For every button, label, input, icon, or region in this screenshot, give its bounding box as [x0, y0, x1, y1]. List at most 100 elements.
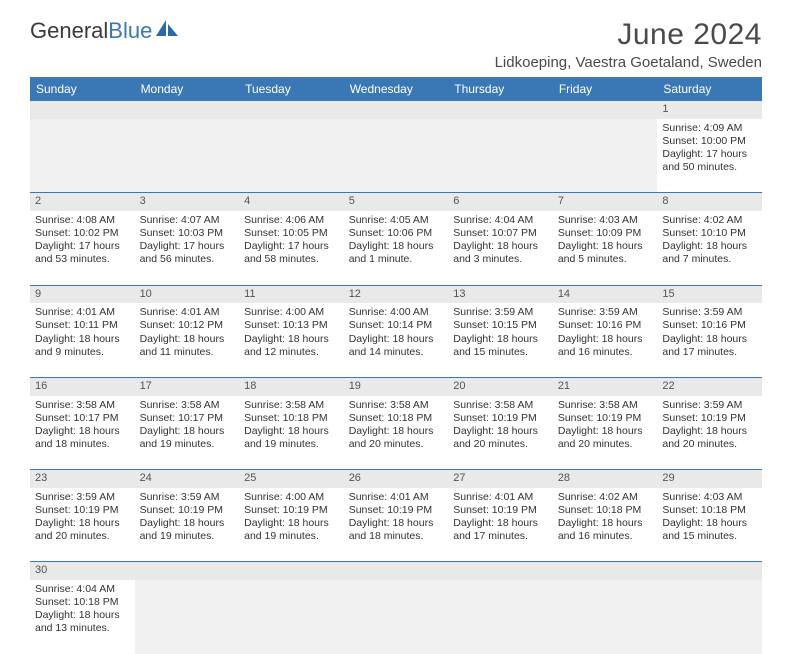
- location-text: Lidkoeping, Vaestra Goetaland, Sweden: [495, 54, 762, 71]
- day-cell: Sunrise: 4:00 AMSunset: 10:14 PMDaylight…: [344, 303, 449, 377]
- day-cell: Sunrise: 4:09 AMSunset: 10:00 PMDaylight…: [657, 119, 762, 193]
- daylight1-text: Daylight: 18 hours: [35, 425, 130, 438]
- sunrise-text: Sunrise: 4:00 AM: [244, 306, 339, 319]
- day-cell: Sunrise: 3:58 AMSunset: 10:18 PMDaylight…: [344, 396, 449, 470]
- week-row: Sunrise: 4:01 AMSunset: 10:11 PMDaylight…: [30, 303, 762, 377]
- day-number-cell: 23: [30, 470, 135, 488]
- sunrise-text: Sunrise: 3:58 AM: [558, 399, 653, 412]
- sunset-text: Sunset: 10:18 PM: [349, 412, 444, 425]
- daylight2-text: and 15 minutes.: [662, 530, 757, 543]
- day-number-cell: 28: [553, 470, 658, 488]
- day-number-cell: 12: [344, 285, 449, 303]
- daylight2-text: and 20 minutes.: [349, 438, 444, 451]
- day-cell: Sunrise: 3:58 AMSunset: 10:17 PMDaylight…: [135, 396, 240, 470]
- sunrise-text: Sunrise: 4:01 AM: [349, 491, 444, 504]
- week-row: Sunrise: 4:08 AMSunset: 10:02 PMDaylight…: [30, 211, 762, 285]
- sunset-text: Sunset: 10:19 PM: [140, 504, 235, 517]
- title-block: June 2024 Lidkoeping, Vaestra Goetaland,…: [495, 18, 762, 71]
- day-cell: Sunrise: 4:03 AMSunset: 10:18 PMDaylight…: [657, 488, 762, 562]
- sunset-text: Sunset: 10:11 PM: [35, 319, 130, 332]
- day-cell: Sunrise: 4:01 AMSunset: 10:19 PMDaylight…: [448, 488, 553, 562]
- day-cell: Sunrise: 4:03 AMSunset: 10:09 PMDaylight…: [553, 211, 658, 285]
- sunset-text: Sunset: 10:18 PM: [558, 504, 653, 517]
- day-cell: Sunrise: 3:59 AMSunset: 10:19 PMDaylight…: [135, 488, 240, 562]
- week-row: Sunrise: 4:04 AMSunset: 10:18 PMDaylight…: [30, 580, 762, 654]
- daylight2-text: and 17 minutes.: [662, 346, 757, 359]
- day-cell: Sunrise: 4:08 AMSunset: 10:02 PMDaylight…: [30, 211, 135, 285]
- sunset-text: Sunset: 10:18 PM: [35, 596, 130, 609]
- day-number-cell: [239, 562, 344, 580]
- daylight1-text: Daylight: 18 hours: [662, 333, 757, 346]
- daylight2-text: and 7 minutes.: [662, 253, 757, 266]
- sunrise-text: Sunrise: 3:59 AM: [35, 491, 130, 504]
- weekday-header: Friday: [553, 77, 658, 101]
- day-number-cell: 1: [657, 101, 762, 119]
- sunrise-text: Sunrise: 4:04 AM: [35, 583, 130, 596]
- day-number-cell: 8: [657, 193, 762, 211]
- day-cell: [553, 119, 658, 193]
- calendar-table: SundayMondayTuesdayWednesdayThursdayFrid…: [30, 77, 762, 654]
- sunrise-text: Sunrise: 4:04 AM: [453, 214, 548, 227]
- day-number-row: 16171819202122: [30, 377, 762, 395]
- sunset-text: Sunset: 10:18 PM: [662, 504, 757, 517]
- daylight2-text: and 14 minutes.: [349, 346, 444, 359]
- day-cell: Sunrise: 4:04 AMSunset: 10:07 PMDaylight…: [448, 211, 553, 285]
- day-cell: Sunrise: 3:58 AMSunset: 10:18 PMDaylight…: [239, 396, 344, 470]
- daylight2-text: and 3 minutes.: [453, 253, 548, 266]
- daylight1-text: Daylight: 18 hours: [244, 333, 339, 346]
- sunset-text: Sunset: 10:10 PM: [662, 227, 757, 240]
- daylight2-text: and 18 minutes.: [35, 438, 130, 451]
- weekday-header: Monday: [135, 77, 240, 101]
- sunrise-text: Sunrise: 3:58 AM: [140, 399, 235, 412]
- sunrise-text: Sunrise: 3:58 AM: [244, 399, 339, 412]
- daylight1-text: Daylight: 18 hours: [558, 517, 653, 530]
- sunrise-text: Sunrise: 4:00 AM: [349, 306, 444, 319]
- sunrise-text: Sunrise: 4:03 AM: [558, 214, 653, 227]
- weekday-header: Sunday: [30, 77, 135, 101]
- sunrise-text: Sunrise: 3:58 AM: [453, 399, 548, 412]
- day-number-cell: 16: [30, 377, 135, 395]
- day-cell: Sunrise: 4:02 AMSunset: 10:10 PMDaylight…: [657, 211, 762, 285]
- daylight1-text: Daylight: 18 hours: [349, 425, 444, 438]
- day-cell: [657, 580, 762, 654]
- day-cell: [448, 580, 553, 654]
- daylight2-text: and 12 minutes.: [244, 346, 339, 359]
- sunrise-text: Sunrise: 3:59 AM: [558, 306, 653, 319]
- sunset-text: Sunset: 10:07 PM: [453, 227, 548, 240]
- sunrise-text: Sunrise: 4:02 AM: [662, 214, 757, 227]
- sunrise-text: Sunrise: 3:59 AM: [140, 491, 235, 504]
- day-cell: Sunrise: 4:06 AMSunset: 10:05 PMDaylight…: [239, 211, 344, 285]
- sunset-text: Sunset: 10:19 PM: [349, 504, 444, 517]
- day-cell: Sunrise: 4:01 AMSunset: 10:11 PMDaylight…: [30, 303, 135, 377]
- daylight1-text: Daylight: 18 hours: [35, 517, 130, 530]
- day-cell: Sunrise: 3:59 AMSunset: 10:16 PMDaylight…: [553, 303, 658, 377]
- day-cell: Sunrise: 3:58 AMSunset: 10:17 PMDaylight…: [30, 396, 135, 470]
- sunset-text: Sunset: 10:19 PM: [662, 412, 757, 425]
- daylight1-text: Daylight: 17 hours: [140, 240, 235, 253]
- sunrise-text: Sunrise: 3:59 AM: [662, 306, 757, 319]
- daylight1-text: Daylight: 18 hours: [453, 240, 548, 253]
- daylight2-text: and 1 minute.: [349, 253, 444, 266]
- sunrise-text: Sunrise: 4:09 AM: [662, 122, 757, 135]
- day-number-cell: 11: [239, 285, 344, 303]
- day-cell: Sunrise: 4:00 AMSunset: 10:13 PMDaylight…: [239, 303, 344, 377]
- day-cell: Sunrise: 3:59 AMSunset: 10:19 PMDaylight…: [657, 396, 762, 470]
- daylight2-text: and 19 minutes.: [140, 438, 235, 451]
- day-cell: [30, 119, 135, 193]
- day-number-cell: 13: [448, 285, 553, 303]
- daylight1-text: Daylight: 18 hours: [662, 425, 757, 438]
- weekday-header: Saturday: [657, 77, 762, 101]
- day-number-cell: [448, 101, 553, 119]
- day-cell: Sunrise: 4:04 AMSunset: 10:18 PMDaylight…: [30, 580, 135, 654]
- sunset-text: Sunset: 10:19 PM: [453, 412, 548, 425]
- daylight1-text: Daylight: 18 hours: [244, 517, 339, 530]
- daylight2-text: and 17 minutes.: [453, 530, 548, 543]
- week-row: Sunrise: 3:59 AMSunset: 10:19 PMDaylight…: [30, 488, 762, 562]
- sunrise-text: Sunrise: 4:08 AM: [35, 214, 130, 227]
- sunset-text: Sunset: 10:00 PM: [662, 135, 757, 148]
- day-number-cell: 10: [135, 285, 240, 303]
- day-number-cell: 9: [30, 285, 135, 303]
- sunrise-text: Sunrise: 4:03 AM: [662, 491, 757, 504]
- daylight2-text: and 11 minutes.: [140, 346, 235, 359]
- day-cell: [344, 580, 449, 654]
